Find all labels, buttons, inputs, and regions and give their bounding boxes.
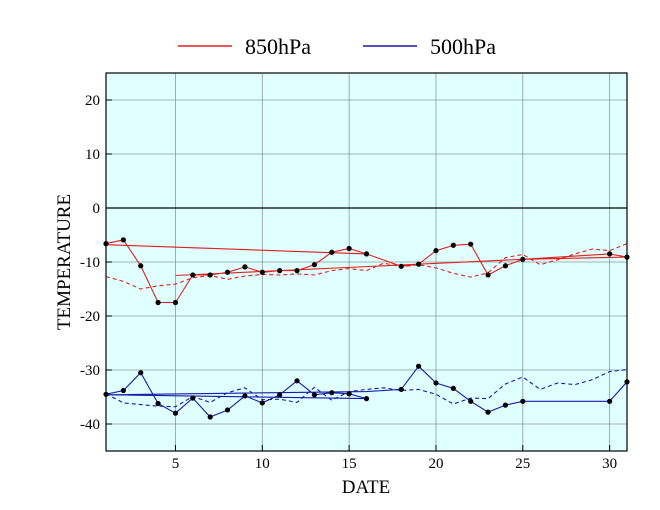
grid — [106, 73, 627, 451]
data-point-850hpa — [294, 268, 300, 274]
data-point-500hpa — [259, 400, 265, 406]
data-point-850hpa — [502, 263, 509, 269]
data-point-850hpa — [398, 263, 404, 269]
series-layer — [103, 237, 630, 420]
data-point-500hpa — [242, 393, 248, 399]
data-point-850hpa — [433, 248, 439, 254]
data-point-500hpa — [190, 395, 196, 401]
data-point-500hpa — [346, 391, 352, 397]
data-point-850hpa — [172, 299, 179, 306]
data-point-850hpa — [190, 272, 196, 278]
data-point-500hpa — [277, 392, 283, 398]
data-point-850hpa — [207, 272, 213, 278]
data-point-500hpa — [172, 410, 179, 416]
legend-label-850hpa: 850hPa — [245, 34, 311, 59]
y-tick-label: -40 — [80, 417, 100, 433]
data-point-500hpa — [363, 396, 370, 402]
x-axis-title: DATE — [342, 477, 391, 498]
data-point-850hpa — [138, 263, 144, 269]
y-axis-ticks: 20 10 0 -10 -20 -30 -40 — [80, 93, 112, 433]
data-point-850hpa — [607, 251, 613, 257]
data-point-850hpa — [485, 272, 491, 278]
data-point-500hpa — [138, 370, 144, 376]
data-point-500hpa — [485, 409, 491, 415]
data-point-850hpa — [468, 241, 474, 247]
data-point-500hpa — [450, 385, 456, 391]
series-line-500hpa — [105, 365, 628, 418]
data-point-850hpa — [155, 299, 161, 306]
legend: 850hPa 500hPa — [178, 34, 496, 59]
data-point-850hpa — [329, 249, 335, 255]
x-tick-label: 20 — [428, 456, 443, 472]
y-tick-label: -10 — [80, 255, 100, 271]
data-point-500hpa — [398, 386, 404, 393]
x-tick-label: 10 — [255, 456, 270, 472]
data-point-500hpa — [502, 402, 509, 408]
data-point-850hpa — [311, 262, 317, 268]
x-tick-label: 5 — [172, 456, 180, 472]
data-point-850hpa — [120, 237, 126, 243]
x-tick-label: 25 — [515, 456, 530, 472]
y-tick-label: 20 — [85, 93, 100, 109]
y-tick-label: -30 — [80, 363, 100, 379]
data-point-500hpa — [155, 400, 161, 407]
data-point-850hpa — [346, 245, 352, 252]
x-tick-label: 30 — [602, 456, 617, 472]
data-point-500hpa — [207, 414, 213, 420]
data-point-850hpa — [224, 269, 231, 275]
legend-label-500hpa: 500hPa — [430, 34, 496, 59]
series-line-850hpa — [105, 239, 628, 304]
data-point-500hpa — [294, 378, 300, 384]
data-point-850hpa — [450, 242, 456, 248]
y-tick-label: 10 — [85, 147, 100, 163]
series-line-850hpa-normal — [105, 243, 628, 290]
data-point-850hpa — [259, 269, 265, 275]
data-point-850hpa — [277, 268, 283, 274]
data-point-500hpa — [607, 398, 613, 404]
data-point-500hpa — [329, 390, 335, 396]
data-point-850hpa — [416, 261, 422, 267]
data-point-850hpa — [520, 256, 526, 262]
y-tick-label: -20 — [80, 309, 100, 325]
y-tick-label: 0 — [93, 201, 101, 217]
data-point-500hpa — [120, 387, 126, 394]
data-point-500hpa — [416, 363, 422, 369]
x-axis-ticks: 5 10 15 20 25 30 — [172, 445, 617, 472]
data-point-850hpa — [363, 251, 370, 257]
data-point-500hpa — [468, 398, 474, 404]
data-point-500hpa — [520, 398, 526, 404]
data-point-500hpa — [433, 380, 439, 386]
y-axis-title: TEMPERATURE — [54, 194, 75, 330]
data-point-500hpa — [224, 407, 231, 413]
data-point-850hpa — [242, 264, 248, 270]
x-tick-label: 15 — [342, 456, 357, 472]
data-point-500hpa — [311, 392, 317, 398]
